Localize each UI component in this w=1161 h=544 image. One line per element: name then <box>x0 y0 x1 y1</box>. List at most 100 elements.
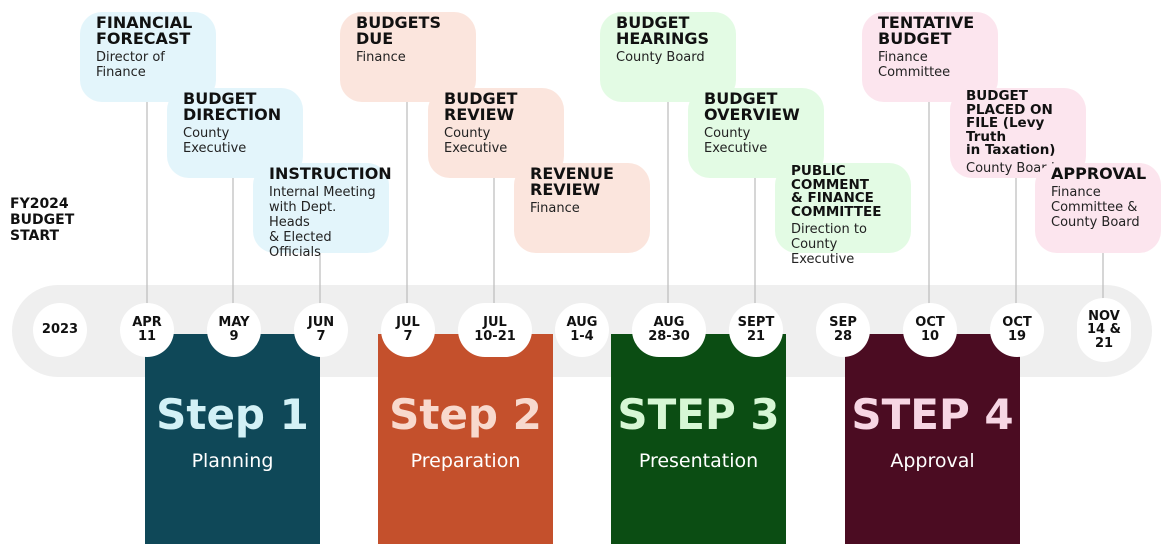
event-title: BUDGET HEARINGS <box>616 15 726 47</box>
event-title-line: APPROVAL <box>1051 164 1147 183</box>
event-title-line: HEARINGS <box>616 29 710 48</box>
date-line: 28-30 <box>648 329 690 344</box>
date-circle: JUL 10-21 <box>458 303 532 357</box>
event-title-line: BUDGET <box>878 29 952 48</box>
date-line: 14 & <box>1087 322 1121 338</box>
date-label: JUN 7 <box>308 316 334 343</box>
event-detail-line: Executive <box>444 140 508 156</box>
event-detail-line: County Board <box>1051 214 1140 230</box>
date-circle: OCT 19 <box>990 303 1044 357</box>
date-circle: APR 11 <box>120 303 174 357</box>
event-detail-line: Internal Meeting <box>269 185 376 200</box>
step-name: Presentation <box>638 450 759 472</box>
event-title-line: FILE (Levy Truth <box>966 115 1045 145</box>
event-detail-line: County Board <box>966 160 1055 176</box>
date-circle: MAY 9 <box>207 303 261 357</box>
event-detail: Finance Committee & County Board <box>1051 185 1151 231</box>
date-line: 9 <box>229 329 239 344</box>
event-detail-line: & Elected Officials <box>269 229 332 260</box>
event-title-line: BUDGET <box>966 88 1028 104</box>
step-panel: Step 1 Planning <box>145 334 320 544</box>
date-line: JUN <box>307 315 335 331</box>
date-label: NOV 14 & 21 <box>1087 308 1121 351</box>
start-line: START <box>10 228 60 245</box>
event-title-line: BUDGETS DUE <box>356 13 441 48</box>
event-detail-line: Director of <box>96 50 165 65</box>
date-line: MAY <box>218 315 250 331</box>
event-title-line: COMMITTEE <box>791 203 882 220</box>
step-heading: Step 1 <box>156 390 309 439</box>
date-label: 2023 <box>42 323 78 337</box>
date-label: JUL 10-21 <box>474 316 516 343</box>
event-title: BUDGET DIRECTION <box>183 91 293 123</box>
date-label: AUG 1-4 <box>567 316 598 343</box>
event-box: FINANCIAL FORECAST Director of Finance <box>80 12 216 102</box>
date-circle: NOV 14 & 21 <box>1077 298 1131 362</box>
event-title: FINANCIAL FORECAST <box>96 15 206 47</box>
event-detail: County Executive <box>444 126 554 157</box>
event-detail-line: Committee & <box>1051 199 1138 215</box>
date-line: JUL <box>396 315 420 331</box>
event-title-line: in Taxation) <box>966 142 1056 158</box>
event-detail-line: Finance <box>878 50 928 65</box>
date-circle: 2023 <box>33 303 87 357</box>
event-title-line: REVENUE <box>530 164 614 183</box>
date-line: OCT <box>915 315 945 331</box>
date-line: 1-4 <box>570 329 594 344</box>
step-panel: Step 2 Preparation <box>378 334 553 544</box>
event-box: INSTRUCTION Internal Meeting with Dept. He… <box>253 163 392 260</box>
date-label: APR 11 <box>132 316 162 343</box>
step-panel: STEP 3 Presentation <box>611 334 786 544</box>
date-line: 11 <box>137 329 157 344</box>
event-title: BUDGET REVIEW <box>444 91 554 123</box>
event-detail-line: with Dept. Heads <box>269 199 337 230</box>
event-detail-line: Finance <box>1051 185 1101 200</box>
event-detail: Finance <box>530 201 640 217</box>
event-title: BUDGETS DUE <box>356 15 466 47</box>
date-circle: SEPT 21 <box>729 303 783 357</box>
event-detail: Finance Committee <box>878 50 988 81</box>
date-label: AUG 28-30 <box>648 316 690 343</box>
date-label: JUL 7 <box>396 316 420 343</box>
date-line: 19 <box>1007 329 1027 344</box>
event-detail-line: Executive <box>704 140 768 156</box>
event-box: PUBLIC COMMENT & FINANCE COMMITTEE Directio… <box>775 163 911 267</box>
date-line: 10 <box>920 329 940 344</box>
event-detail: Director of Finance <box>96 50 206 81</box>
step-name: Approval <box>890 450 975 472</box>
event-title-line: FINANCIAL <box>96 13 193 32</box>
event-detail-line: Executive <box>183 140 247 156</box>
event-title-line: TENTATIVE <box>878 13 975 32</box>
event-title-line: BUDGET <box>704 89 778 108</box>
date-line: 21 <box>1094 335 1114 351</box>
date-circle: AUG 28-30 <box>632 303 706 357</box>
event-title-line: FORECAST <box>96 29 191 48</box>
event-title-line: BUDGET <box>616 13 690 32</box>
date-label: SEPT 21 <box>738 316 775 343</box>
event-detail-line: County <box>444 126 491 141</box>
event-title-line: BUDGET <box>444 89 518 108</box>
date-line: SEP <box>829 315 857 331</box>
date-line: NOV <box>1088 308 1120 324</box>
date-line: AUG <box>566 315 598 331</box>
start-line: FY2024 <box>10 196 69 212</box>
start-line: BUDGET <box>10 212 75 229</box>
date-label: MAY 9 <box>218 316 249 343</box>
event-title: BUDGET PLACED ON FILE (Levy Truth in Taxati… <box>966 88 1076 158</box>
date-line: JUL <box>483 315 507 331</box>
event-box: APPROVAL Finance Committee & County Board <box>1035 163 1161 253</box>
event-detail-line: County Executive <box>791 236 855 267</box>
date-circle: JUN 7 <box>294 303 348 357</box>
event-detail-line: Finance <box>356 50 406 65</box>
date-line: 28 <box>833 329 853 344</box>
event-box: REVENUE REVIEW Finance <box>514 163 650 253</box>
event-detail-line: County Board <box>616 50 705 65</box>
step-name: Preparation <box>410 450 521 472</box>
event-title: APPROVAL <box>1051 166 1151 182</box>
date-label: SEP 28 <box>829 316 857 343</box>
date-line: 21 <box>746 329 766 344</box>
event-detail: County Executive <box>704 126 814 157</box>
event-box: BUDGETS DUE Finance <box>340 12 476 102</box>
event-title: BUDGET OVERVIEW <box>704 91 814 123</box>
